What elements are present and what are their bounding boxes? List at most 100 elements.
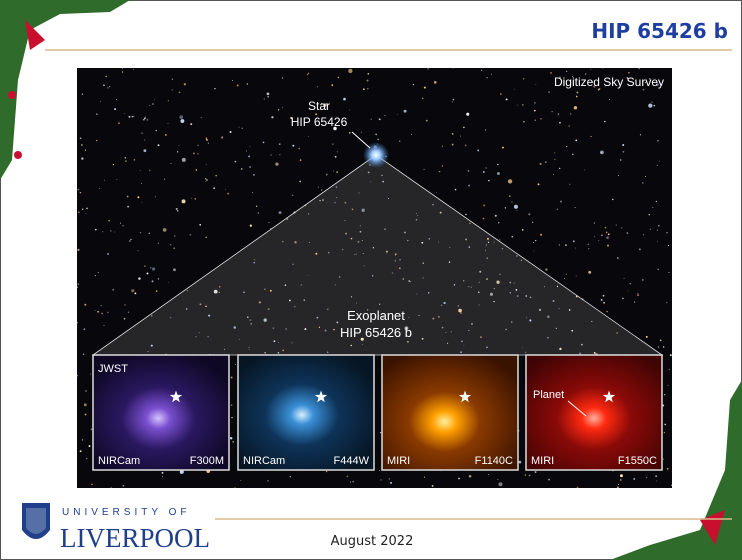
star (648, 77, 651, 80)
star (441, 165, 444, 167)
star (122, 484, 125, 487)
star (316, 316, 319, 319)
star (306, 73, 309, 76)
panel-instrument: NIRCam (243, 455, 285, 467)
star (348, 132, 351, 134)
star (548, 91, 550, 94)
star (437, 315, 440, 318)
star (112, 164, 115, 166)
star (343, 97, 346, 101)
star (618, 175, 620, 176)
star (558, 244, 560, 246)
star (605, 231, 608, 234)
star (81, 144, 83, 146)
star (318, 326, 321, 328)
star (642, 279, 644, 281)
star (416, 293, 418, 295)
star (271, 116, 274, 119)
star (102, 231, 104, 233)
star (267, 480, 269, 482)
star (350, 344, 352, 347)
star (571, 329, 574, 332)
star (229, 436, 233, 440)
star (505, 328, 507, 331)
star (570, 113, 572, 115)
star (668, 271, 670, 274)
star (179, 115, 184, 119)
star (602, 294, 605, 297)
star (556, 208, 558, 210)
star (381, 174, 383, 176)
star (179, 469, 184, 474)
star (657, 240, 659, 242)
star (606, 310, 609, 313)
zoom-cone (91, 154, 664, 356)
star (149, 105, 151, 106)
star (249, 224, 252, 227)
star (480, 336, 482, 338)
star (151, 267, 156, 271)
star (233, 326, 237, 329)
star (317, 186, 319, 188)
star (572, 240, 575, 243)
star (588, 270, 592, 274)
star (656, 165, 658, 167)
star (240, 479, 242, 481)
star (622, 297, 624, 300)
star (497, 163, 499, 166)
star (384, 115, 386, 117)
star (486, 77, 488, 79)
star (645, 335, 648, 338)
star (146, 272, 149, 275)
star (254, 259, 256, 261)
star (290, 117, 293, 120)
star (168, 281, 170, 283)
panel-filter: F1550C (618, 455, 657, 467)
star (424, 476, 426, 478)
star (246, 150, 248, 152)
star (642, 88, 645, 91)
star (559, 347, 562, 351)
star (109, 86, 111, 88)
star (206, 179, 208, 181)
star (668, 369, 670, 371)
panel-image (237, 354, 375, 471)
star (81, 93, 84, 95)
star (119, 222, 122, 224)
star (146, 118, 149, 121)
star (161, 475, 163, 477)
star (612, 198, 614, 201)
star (421, 97, 424, 100)
star (518, 460, 522, 464)
star (257, 212, 260, 214)
star (121, 68, 123, 70)
star (138, 277, 141, 280)
star (525, 351, 527, 354)
filter-panel: MIRI F1550C (525, 354, 663, 471)
star (535, 84, 537, 86)
star (399, 259, 401, 261)
star (130, 238, 132, 241)
star (447, 342, 449, 344)
star (90, 428, 93, 431)
star (544, 286, 546, 288)
star (103, 84, 105, 86)
star (520, 259, 523, 261)
star (167, 123, 169, 125)
star (422, 262, 425, 265)
star (453, 284, 456, 286)
star (666, 467, 669, 470)
star (555, 327, 557, 329)
star (478, 304, 480, 306)
star (421, 337, 424, 340)
star (663, 432, 665, 434)
star (656, 229, 658, 231)
star (443, 301, 446, 305)
star (496, 171, 500, 175)
star (626, 232, 629, 234)
star (205, 138, 208, 141)
star (486, 257, 489, 259)
star (657, 139, 659, 142)
star (96, 139, 98, 142)
star (451, 133, 454, 135)
